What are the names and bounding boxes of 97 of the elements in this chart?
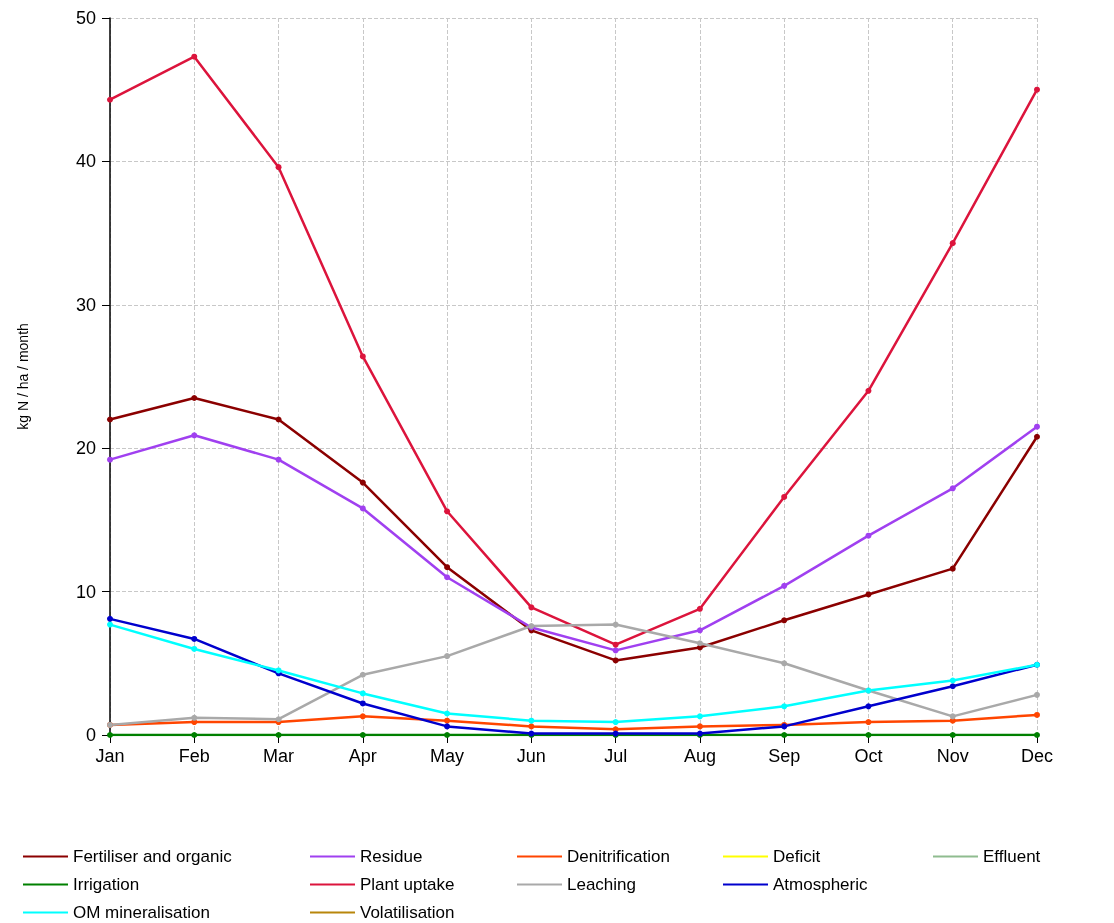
point [191,432,198,439]
legend-label: Volatilisation [360,903,455,922]
point [1034,732,1040,738]
point [359,479,366,486]
point [359,700,366,707]
point [107,621,113,628]
point [781,732,788,738]
point [444,564,451,571]
point [949,683,956,690]
point [191,714,198,721]
legend-label: Irrigation [73,875,140,894]
point [191,395,198,402]
legend-label: Effluent [983,847,1041,866]
y-tick-label: 0 [85,725,96,745]
point [359,671,366,678]
y-axis-title: kg N / ha / month [15,323,31,430]
point [612,641,619,648]
point [781,493,788,500]
point [359,690,366,697]
point [865,387,872,394]
point [359,353,366,360]
x-tick-label: Jan [95,746,125,766]
legend-label: Residue [360,847,423,866]
point [359,732,366,738]
point [949,713,956,720]
y-tick-label: 10 [75,581,96,602]
point [191,635,198,642]
point [696,723,703,730]
point [107,615,113,622]
x-tick-label: Jul [604,746,628,766]
point [696,605,703,612]
point [1034,711,1040,718]
legend-label: Deficit [773,847,821,866]
point [949,732,956,738]
point [444,732,451,738]
legend-label: OM mineralisation [73,903,210,922]
y-tick-label: 30 [75,294,96,315]
point [1034,691,1040,698]
point [781,660,788,667]
point [191,732,198,738]
point [865,532,872,539]
point [107,732,113,738]
x-tick-label: Aug [683,746,716,766]
point [359,505,366,512]
point [781,703,788,710]
point [696,713,703,720]
point [444,508,451,515]
point [949,240,956,247]
point [1034,86,1040,93]
point [865,591,872,598]
point [949,485,956,492]
point [865,719,872,726]
point [781,617,788,624]
legend-label: Atmospheric [773,875,868,894]
legend-label: Leaching [567,875,637,894]
legend-label: Fertiliser and organic [73,847,233,866]
x-tick-label: Nov [936,746,969,766]
point [191,53,198,60]
point [275,164,282,171]
point [696,640,703,647]
x-tick-label: Jun [516,746,546,766]
point [865,703,872,710]
x-tick-label: Dec [1020,746,1054,766]
point [444,717,451,724]
point [444,723,451,730]
point [949,565,956,572]
point [359,713,366,720]
point [444,710,451,717]
y-tick-label: 50 [75,8,96,28]
point [444,653,451,660]
point [528,717,535,724]
x-tick-label: Mar [263,746,295,766]
point [107,456,113,463]
legend-label: Denitrification [567,847,670,866]
point [444,574,451,581]
legend-label: Plant uptake [360,875,455,894]
point [612,719,619,726]
x-tick-label: May [430,746,465,766]
y-tick-label: 40 [75,151,96,172]
point [1034,433,1040,440]
point [528,604,535,611]
point [275,416,282,423]
y-tick-label: 20 [75,438,96,459]
point [612,621,619,628]
point [275,732,282,738]
x-tick-label: Oct [854,746,883,766]
x-tick-label: Feb [178,746,210,766]
point [696,627,703,634]
point [1034,423,1040,430]
point [191,645,198,652]
point [107,416,113,423]
point [107,96,113,103]
point [865,732,872,738]
x-tick-label: Sep [768,746,801,766]
x-tick-label: Apr [348,746,377,766]
point [781,582,788,589]
point [612,657,619,664]
